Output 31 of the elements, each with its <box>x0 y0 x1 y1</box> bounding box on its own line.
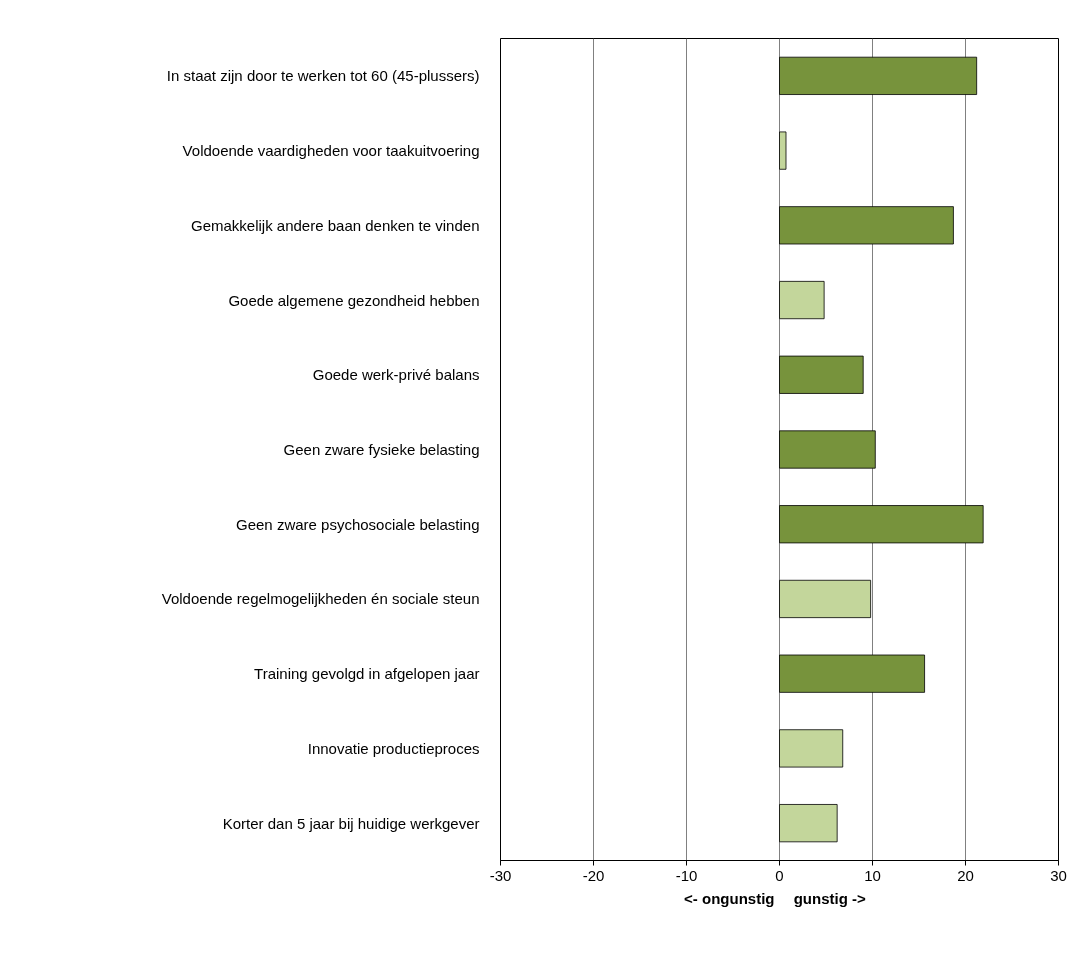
y-tick-label: Training gevolgd in afgelopen jaar <box>254 665 480 683</box>
bar <box>779 355 864 394</box>
x-tick-label: 30 <box>1050 866 1067 884</box>
text: gunstig -> <box>793 889 866 907</box>
bar <box>779 430 876 469</box>
x-tick-label: -20 <box>582 866 605 884</box>
bar <box>779 56 978 95</box>
bar <box>779 280 825 320</box>
y-tick-label: Geen zware fysieke belasting <box>283 441 480 458</box>
bar <box>779 729 844 768</box>
x-tick-label: -10 <box>675 866 698 884</box>
y-tick-label: Korter dan 5 jaar bij huidige werkgever <box>222 814 480 832</box>
y-tick-label: Gemakkelijk andere baan denken te vinden <box>190 216 480 234</box>
y-tick-label: Goede algemene gezondheid hebben <box>228 291 480 309</box>
bar <box>779 206 954 245</box>
x-tick-label: 10 <box>864 866 881 884</box>
bar <box>779 131 787 170</box>
y-tick-label: Innovatie productieproces <box>307 739 480 757</box>
y-tick-label: In staat zijn door te werken tot 60 (45-plussers) <box>166 67 480 85</box>
y-tick-label: Voldoende vaardigheden voor taakuitvoering <box>182 142 480 160</box>
y-tick-label: Geen zware psychosociale belasting <box>236 515 480 533</box>
y-tick-label: Voldoende regelmogelijkheden én sociale steun <box>161 590 480 608</box>
bar <box>779 654 925 693</box>
text: <- ongunstig <box>684 889 775 907</box>
x-tick-label: -30 <box>489 866 512 884</box>
y-tick-label: Goede werk-privé balans <box>312 366 480 384</box>
x-tick-label: 20 <box>957 866 974 884</box>
bar <box>779 579 872 619</box>
bar <box>779 804 838 843</box>
bar <box>779 505 984 544</box>
x-tick-label: 0 <box>775 866 784 884</box>
